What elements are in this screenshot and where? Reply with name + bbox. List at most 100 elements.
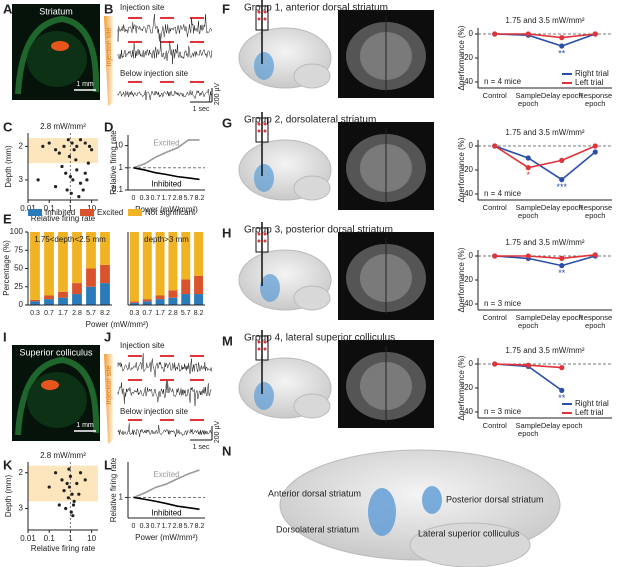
x-tick-label: Delay epoch: [540, 203, 583, 212]
panel-letter: J: [104, 329, 111, 344]
legend-swatch: [28, 209, 42, 216]
bar-segment: [30, 299, 40, 302]
panel-letter: M: [222, 333, 233, 348]
bar-segment: [58, 297, 68, 305]
x-tick-label: 5.7: [86, 310, 96, 317]
scale-label: 1 mm: [76, 81, 94, 88]
marker: [559, 157, 565, 163]
x-tick-label: 0.1: [44, 534, 56, 543]
series-label: Excited: [153, 470, 179, 479]
point: [71, 514, 75, 518]
bar-segment: [30, 232, 40, 300]
laser: [263, 10, 267, 14]
brain: [293, 285, 331, 311]
brain: [409, 522, 531, 567]
bar-segment: [86, 268, 96, 287]
axis-title: Power (mW/mm²): [86, 320, 149, 329]
region-label: Anterior dorsal striatum: [268, 488, 361, 498]
x-tick-label: 0.01: [20, 534, 36, 543]
axis-title: Depth (mm): [4, 145, 13, 188]
axis-title: Relative firing rate: [31, 544, 96, 553]
laser: [263, 129, 267, 133]
x-tick-label: 0.1: [44, 204, 56, 213]
y-tick-label: 1: [119, 493, 124, 502]
injection: [51, 41, 69, 51]
note: n = 4 mice: [484, 189, 522, 198]
x-tick-label: Response epoch: [578, 91, 613, 108]
point: [66, 138, 70, 142]
series-label: Excited: [153, 138, 179, 147]
point: [53, 471, 58, 475]
note: n = 3 mice: [484, 407, 522, 416]
x-tick-label: 2.8: [72, 310, 82, 317]
y-tick-label: -20: [461, 275, 473, 284]
y-tick-label: -40: [461, 407, 473, 416]
point: [78, 138, 83, 142]
bar-segment: [129, 232, 139, 302]
x-tick-label: 5.7: [181, 310, 191, 317]
x-tick-label: Sample epoch: [515, 91, 541, 108]
y-tick-label: 0: [469, 251, 474, 260]
y-tick-label: 0: [469, 29, 474, 38]
bar-segment: [181, 294, 191, 305]
point: [65, 481, 69, 486]
legend-label: Left trial: [575, 78, 604, 87]
panel-letter: C: [3, 119, 13, 134]
trace-label: Injection site: [120, 3, 165, 12]
micrograph-title: Superior colliculus: [19, 347, 93, 357]
x-tick-label: 8.2: [195, 523, 205, 530]
laser: [257, 347, 261, 351]
marker: [592, 149, 598, 155]
series-line: [133, 167, 200, 181]
series-line: [494, 255, 596, 267]
point: [67, 467, 71, 471]
brain: [293, 393, 331, 419]
point: [72, 499, 76, 503]
highlight-band: [28, 465, 98, 502]
laser: [257, 129, 261, 133]
bar-segment: [194, 275, 204, 295]
x-tick-label: 2.8: [173, 195, 183, 202]
point: [68, 474, 73, 478]
marker: [492, 31, 498, 37]
point: [60, 478, 64, 482]
chart-title: 2.8 mW/mm²: [40, 122, 86, 131]
point: [83, 478, 87, 482]
axis-title: Relative firing rate: [109, 130, 118, 195]
legend-label: Inhibited: [45, 208, 75, 217]
axis-title: Relative firing rate: [31, 214, 96, 223]
bar-segment: [129, 301, 139, 303]
x-tick-label: Delay epoch: [540, 91, 583, 100]
chart-title: Group 4, lateral superior colliculus: [244, 333, 395, 344]
time-scale: 1 sec: [193, 106, 210, 113]
bar-segment: [100, 283, 110, 305]
bar-segment: [86, 232, 96, 269]
voltage-scale: 200 µV: [214, 421, 221, 444]
panel-letter: N: [222, 443, 231, 458]
panel-letter: L: [104, 457, 112, 472]
group-title: depth>3 mm: [144, 235, 189, 244]
x-tick-label: 5.7: [184, 523, 194, 530]
significance: **: [558, 268, 566, 278]
point: [67, 154, 72, 159]
point: [71, 503, 76, 507]
x-tick-label: 2.8: [168, 310, 178, 317]
side-label: Injection site: [106, 365, 113, 404]
x-tick-label: 8.2: [194, 310, 204, 317]
panel-letter: H: [222, 225, 231, 240]
axis-title: Power (mW/mm²): [135, 205, 198, 214]
brain: [293, 63, 331, 89]
axis-title: Relative firing rate: [109, 457, 118, 522]
injection: [41, 380, 59, 390]
point: [75, 168, 79, 172]
series-line: [494, 254, 596, 260]
tissue: [27, 31, 87, 87]
point: [60, 164, 64, 169]
region-label: Posterior dorsal striatum: [446, 494, 544, 504]
y-tick-label: 10: [114, 141, 123, 150]
y-tick-label: 0.1: [112, 185, 124, 194]
tissue: [27, 372, 87, 428]
y-tick-label: 2: [19, 468, 24, 477]
panel-letter: E: [3, 211, 12, 226]
